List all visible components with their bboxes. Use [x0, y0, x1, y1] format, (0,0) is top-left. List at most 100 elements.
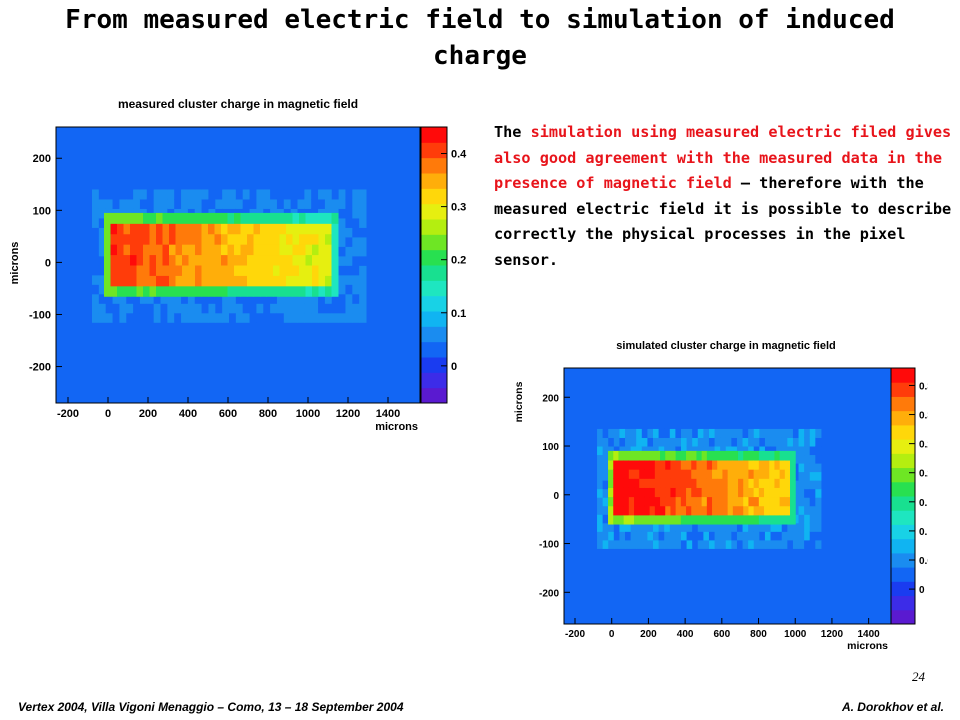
cluster-cell	[305, 265, 313, 276]
cluster-cell	[753, 496, 760, 507]
cluster-cell	[104, 265, 111, 276]
halo-cell	[686, 428, 693, 438]
cluster-cell	[618, 460, 625, 470]
cluster-cell	[779, 450, 786, 461]
cluster-cell	[175, 254, 183, 266]
halo-cell	[692, 531, 699, 541]
cluster-cell	[143, 244, 150, 256]
halo-cell	[703, 437, 710, 447]
cluster-cell	[670, 514, 677, 525]
cluster-cell	[732, 487, 739, 498]
halo-cell	[359, 246, 367, 257]
colorbar-cell	[421, 311, 447, 327]
cluster-cell	[279, 212, 287, 224]
chart-title: simulated cluster charge in magnetic fie…	[616, 340, 835, 352]
cluster-cell	[696, 487, 703, 498]
cluster-cell	[208, 233, 215, 245]
halo-cell	[92, 236, 100, 247]
halo-cell	[748, 531, 755, 541]
cluster-cell	[136, 212, 144, 224]
colorbar-cell	[421, 249, 447, 266]
halo-cell	[174, 312, 182, 323]
cluster-cell	[613, 450, 619, 461]
cluster-cell	[722, 505, 729, 516]
halo-cell	[283, 293, 292, 304]
halo-cell	[597, 497, 604, 507]
halo-cell	[798, 531, 805, 541]
cluster-cell	[774, 478, 781, 488]
halo-cell	[653, 531, 660, 541]
colorbar-cell	[421, 326, 447, 343]
cluster-cell	[318, 275, 326, 287]
halo-cell	[98, 274, 107, 285]
cluster-cell	[732, 496, 739, 507]
cluster-cell	[266, 223, 274, 235]
halo-cell	[608, 522, 615, 532]
halo-cell	[92, 265, 100, 276]
halo-cell	[311, 312, 319, 323]
halo-cell	[98, 227, 107, 238]
cluster-cell	[675, 505, 682, 516]
cluster-cell	[325, 223, 332, 235]
halo-cell	[208, 198, 216, 209]
cluster-cell	[227, 233, 235, 245]
colorbar-cell	[891, 481, 915, 497]
halo-cell	[764, 539, 772, 549]
cluster-cell	[675, 496, 682, 507]
cluster-cell	[748, 460, 755, 470]
cluster-cell	[325, 285, 332, 297]
cluster-cell	[175, 285, 183, 297]
halo-cell	[714, 531, 721, 541]
halo-cell	[235, 293, 244, 304]
cluster-cell	[143, 285, 150, 297]
cluster-cell	[292, 275, 300, 287]
cluster-cell	[743, 514, 749, 525]
halo-cell	[770, 437, 777, 447]
cluster-cell	[123, 223, 131, 235]
halo-cell	[798, 428, 805, 438]
cluster-cell	[201, 254, 209, 266]
colorbar-tick-label: 0	[451, 361, 457, 373]
halo-cell	[731, 428, 738, 438]
colorbar-cell	[421, 280, 447, 297]
cluster-cell	[618, 496, 625, 507]
cluster-cell	[136, 233, 144, 245]
cluster-cell	[701, 469, 708, 479]
cluster-cell	[201, 223, 209, 235]
cluster-cell	[201, 275, 209, 287]
cluster-cell	[214, 265, 222, 276]
halo-cell	[804, 437, 811, 447]
cluster-cell	[227, 212, 235, 224]
cluster-cell	[156, 223, 163, 235]
cluster-cell	[214, 254, 222, 266]
cluster-cell	[769, 505, 775, 516]
y-tick-label: 0	[553, 491, 559, 502]
halo-cell	[798, 522, 805, 532]
halo-cell	[359, 227, 367, 238]
cluster-cell	[706, 460, 713, 470]
halo-cell	[276, 312, 285, 323]
halo-cell	[680, 522, 688, 532]
cluster-cell	[654, 478, 661, 488]
halo-cell	[753, 446, 760, 456]
halo-cell	[686, 539, 693, 549]
cluster-cell	[286, 223, 293, 235]
halo-cell	[98, 255, 107, 266]
cluster-cell	[331, 275, 339, 287]
cluster-cell	[331, 285, 339, 297]
halo-cell	[187, 312, 196, 323]
cluster-cell	[149, 265, 157, 276]
cluster-cell	[644, 487, 651, 498]
cluster-cell	[784, 505, 791, 516]
colorbar-tick-label: 0.15	[919, 498, 928, 509]
colorbar-tick-label: 0.2	[919, 469, 928, 480]
halo-cell	[787, 539, 794, 549]
halo-cell	[625, 522, 632, 532]
halo-cell	[597, 514, 604, 524]
cluster-cell	[130, 223, 137, 235]
halo-cell	[201, 312, 209, 323]
cluster-cell	[286, 212, 293, 224]
halo-cell	[787, 437, 794, 447]
halo-cell	[290, 293, 298, 304]
cluster-cell	[208, 265, 215, 276]
